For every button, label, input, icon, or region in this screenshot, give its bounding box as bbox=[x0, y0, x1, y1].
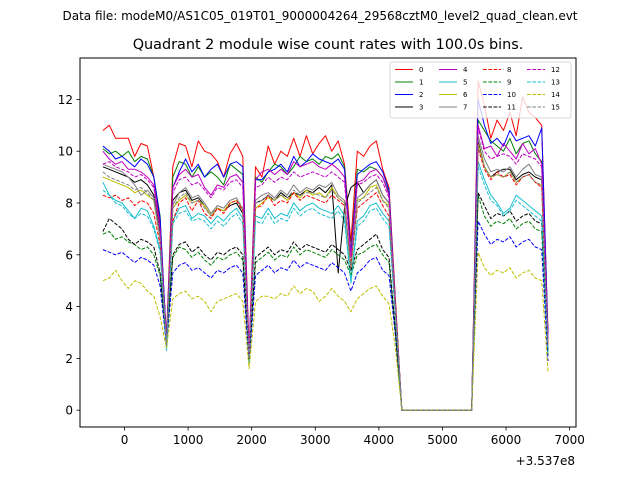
legend-label-8: 8 bbox=[507, 66, 511, 74]
legend-label-0: 0 bbox=[419, 66, 423, 74]
legend-label-15: 15 bbox=[551, 104, 560, 112]
legend-label-4: 4 bbox=[463, 66, 468, 74]
legend-label-13: 13 bbox=[551, 79, 560, 87]
y-tick-label: 2 bbox=[65, 352, 73, 366]
y-axis: 0 2 4 6 8 10 12 bbox=[58, 93, 80, 418]
series-line-12 bbox=[102, 127, 549, 411]
series-line-15 bbox=[102, 145, 549, 411]
x-tick-label: 4000 bbox=[364, 433, 395, 447]
series-line-8 bbox=[102, 148, 549, 411]
x-tick-label: 6000 bbox=[491, 433, 522, 447]
y-tick-label: 10 bbox=[58, 145, 73, 159]
y-tick-label: 8 bbox=[65, 197, 73, 211]
x-tick-label: 2000 bbox=[236, 433, 267, 447]
x-axis: 0 1000 2000 3000 4000 5000 6000 7000 bbox=[121, 427, 585, 447]
x-axis-offset-label: +3.537e8 bbox=[516, 454, 575, 468]
y-tick-label: 4 bbox=[65, 300, 73, 314]
y-tick-label: 0 bbox=[65, 404, 73, 418]
plot-frame bbox=[79, 57, 577, 428]
series-line-10 bbox=[102, 220, 549, 411]
x-tick-label: 1000 bbox=[173, 433, 204, 447]
chart-suptitle: Data file: modeM0/AS1C05_019T01_90000042… bbox=[62, 9, 577, 23]
legend-label-14: 14 bbox=[551, 91, 560, 99]
y-tick-label: 12 bbox=[58, 93, 73, 107]
x-tick-label: 7000 bbox=[554, 433, 585, 447]
legend-label-1: 1 bbox=[419, 79, 423, 87]
series-layer bbox=[102, 80, 549, 411]
x-tick-label: 5000 bbox=[427, 433, 458, 447]
legend-label-11: 11 bbox=[507, 104, 516, 112]
legend-frame bbox=[389, 61, 572, 119]
x-tick-label: 0 bbox=[121, 433, 129, 447]
legend-label-9: 9 bbox=[507, 79, 511, 87]
x-tick-label: 3000 bbox=[300, 433, 331, 447]
legend-label-12: 12 bbox=[551, 66, 560, 74]
y-tick-label: 6 bbox=[65, 248, 73, 262]
plot-area: 0 1000 2000 3000 4000 5000 6000 7000 024681012 … bbox=[58, 57, 585, 468]
legend-label-6: 6 bbox=[463, 91, 468, 99]
legend-label-3: 3 bbox=[419, 104, 423, 112]
legend-label-10: 10 bbox=[507, 91, 516, 99]
series-line-9 bbox=[102, 194, 549, 411]
legend-label-2: 2 bbox=[419, 91, 423, 99]
legend-label-5: 5 bbox=[463, 79, 467, 87]
series-line-14 bbox=[102, 251, 549, 411]
legend-label-7: 7 bbox=[463, 104, 467, 112]
chart-title: Quadrant 2 module wise count rates with … bbox=[133, 37, 524, 53]
